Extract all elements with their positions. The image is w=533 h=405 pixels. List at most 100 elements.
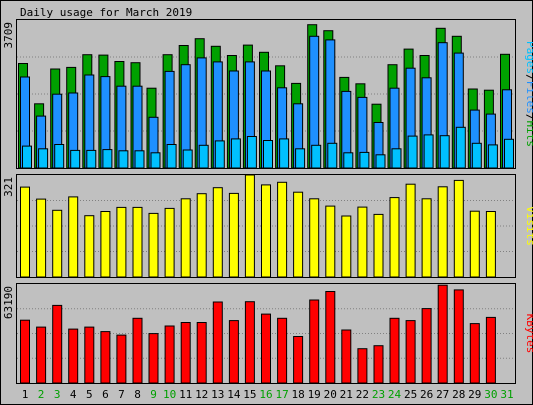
bar-kbytes-day-5: [84, 326, 95, 384]
side-label-visits: Visits: [524, 206, 533, 246]
bar-visits-day-16: [261, 184, 271, 278]
bar-kbytes-day-24: [389, 317, 400, 384]
bar-kbytes-day-4: [68, 328, 79, 384]
bar-kbytes-day-26: [421, 308, 432, 384]
bar-visits-day-23: [373, 213, 384, 278]
day-label-10: 10: [163, 388, 176, 401]
bar-pages-day-22: [359, 151, 370, 169]
bar-visits-day-13: [212, 187, 223, 278]
bar-kbytes-day-8: [132, 317, 143, 384]
y-max-label-kbytes: 63190: [2, 286, 15, 319]
bar-pages-day-9: [150, 152, 161, 169]
day-label-17: 17: [275, 388, 288, 401]
bar-visits-day-17: [277, 181, 288, 278]
bar-pages-day-20: [327, 142, 338, 169]
bar-visits-day-8: [132, 206, 143, 278]
day-label-20: 20: [324, 388, 337, 401]
bar-visits-day-19: [309, 198, 320, 278]
bar-kbytes-day-9: [148, 333, 159, 384]
bar-kbytes-day-12: [196, 322, 207, 384]
bar-pages-day-3: [54, 144, 65, 169]
day-label-21: 21: [340, 388, 353, 401]
day-label-3: 3: [54, 388, 61, 401]
panel-frame-visits: [16, 174, 516, 278]
bar-pages-day-2: [38, 148, 49, 169]
bar-visits-day-10: [164, 207, 175, 278]
bar-visits-day-26: [421, 198, 432, 278]
day-label-4: 4: [70, 388, 77, 401]
side-label-part: /: [524, 74, 533, 81]
bar-kbytes-day-25: [405, 320, 416, 384]
bar-pages-day-1: [22, 145, 32, 169]
side-label-part: Hits: [524, 121, 533, 148]
day-label-30: 30: [484, 388, 497, 401]
day-label-22: 22: [356, 388, 369, 401]
day-label-26: 26: [420, 388, 433, 401]
bar-visits-day-9: [148, 212, 159, 278]
bar-kbytes-day-17: [277, 317, 288, 384]
side-label-kbytes: KBytes: [524, 314, 533, 354]
bar-pages-day-12: [198, 144, 209, 169]
bar-pages-day-18: [295, 148, 306, 169]
bar-visits-day-11: [180, 198, 191, 278]
bar-visits-day-24: [389, 197, 400, 278]
day-label-31: 31: [500, 388, 513, 401]
day-label-13: 13: [211, 388, 224, 401]
day-label-1: 1: [22, 388, 29, 401]
bar-pages-day-27: [439, 135, 450, 169]
bar-visits-day-3: [52, 209, 63, 278]
day-label-19: 19: [308, 388, 321, 401]
bar-visits-day-6: [100, 211, 111, 278]
bar-kbytes-day-30: [485, 316, 496, 384]
bar-kbytes-day-1: [20, 319, 30, 384]
bar-visits-day-18: [293, 191, 304, 278]
day-label-18: 18: [291, 388, 304, 401]
side-label-part: Visits: [524, 206, 533, 246]
side-label-part: /: [524, 114, 533, 121]
bar-kbytes-day-2: [36, 326, 47, 384]
bar-pages-day-10: [166, 144, 177, 169]
day-label-7: 7: [118, 388, 125, 401]
bar-visits-day-4: [68, 196, 79, 278]
bar-visits-day-20: [325, 205, 336, 278]
day-label-28: 28: [452, 388, 465, 401]
y-max-label-hits: 3709: [2, 22, 15, 49]
bar-pages-day-16: [263, 140, 273, 169]
day-label-27: 27: [436, 388, 449, 401]
bar-visits-day-7: [116, 206, 127, 278]
y-max-label-visits: 321: [2, 177, 15, 197]
bar-kbytes-day-20: [325, 291, 336, 384]
bar-kbytes-day-27: [437, 284, 448, 384]
bar-pages-day-29: [471, 142, 482, 169]
bar-pages-day-19: [311, 144, 322, 169]
chart-panels: 3709 Pages/Files/Hits 321 Visits 63190 KBytes: [2, 19, 533, 384]
bar-visits-day-2: [36, 198, 47, 278]
day-label-24: 24: [388, 388, 402, 401]
bar-kbytes-day-16: [261, 313, 271, 384]
bar-pages-day-26: [423, 134, 434, 169]
chart-title: Daily usage for March 2019: [20, 6, 192, 19]
bar-visits-day-27: [437, 186, 448, 278]
side-label-hits: Pages/Files/Hits: [524, 41, 533, 147]
bar-visits-day-1: [20, 186, 30, 278]
x-axis-day-labels: 1 2 3 4 5 6 7 8 9 10 11 12 13 14 15 16 17 18 19 20 21 22 23 24 2…: [22, 388, 514, 401]
bar-pages-day-30: [487, 144, 498, 169]
bar-pages-day-23: [375, 154, 386, 169]
day-label-11: 11: [179, 388, 192, 401]
day-label-12: 12: [195, 388, 208, 401]
bar-pages-day-24: [391, 148, 402, 169]
bar-pages-day-14: [230, 138, 241, 169]
bar-kbytes-day-19: [309, 299, 320, 384]
bar-kbytes-day-6: [100, 331, 111, 384]
side-label-part: Pages: [524, 41, 533, 74]
bar-pages-day-21: [343, 152, 354, 169]
bar-kbytes-day-15: [244, 301, 255, 384]
bar-kbytes-day-22: [357, 348, 368, 384]
bar-pages-day-5: [86, 149, 97, 169]
bar-kbytes-day-10: [164, 325, 175, 384]
bar-kbytes-day-3: [52, 304, 63, 384]
day-label-8: 8: [134, 388, 141, 401]
bar-pages-day-13: [214, 140, 225, 169]
bar-visits-day-5: [84, 215, 95, 278]
